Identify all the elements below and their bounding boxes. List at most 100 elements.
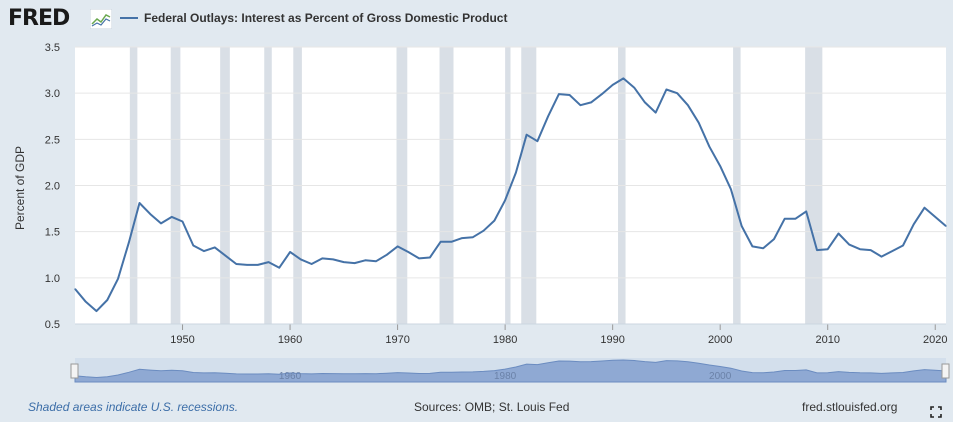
x-tick-label: 2010 xyxy=(815,334,839,346)
navigator-right-handle[interactable] xyxy=(941,363,950,379)
y-tick-label: 1.0 xyxy=(45,273,60,285)
data-point xyxy=(149,213,151,215)
y-tick-label: 3.0 xyxy=(45,88,60,100)
data-point xyxy=(515,171,517,174)
navigator-area xyxy=(74,359,947,383)
data-point xyxy=(880,255,883,258)
data-point xyxy=(461,237,463,239)
data-point xyxy=(859,248,861,250)
data-point xyxy=(762,247,764,249)
data-point xyxy=(633,87,635,89)
data-point xyxy=(870,249,872,251)
data-point xyxy=(214,246,216,248)
y-axis-title: Percent of GDP xyxy=(13,146,27,230)
x-tick-label: 1980 xyxy=(493,334,517,346)
x-tick-label: 1960 xyxy=(278,334,302,346)
data-point xyxy=(676,92,678,94)
data-point xyxy=(375,260,377,262)
fred-logo[interactable]: FRED xyxy=(8,6,70,31)
y-tick-label: 2.5 xyxy=(45,134,60,146)
data-point xyxy=(192,244,194,247)
data-point xyxy=(687,104,689,106)
data-point xyxy=(741,225,743,227)
line-chart[interactable]: 0.51.01.52.02.53.03.5 1950 1960 1970 1980 19… xyxy=(0,0,953,400)
data-point xyxy=(569,94,571,96)
data-point xyxy=(902,244,904,247)
data-point xyxy=(407,251,409,253)
data-point xyxy=(332,258,334,260)
y-tick-label: 1.5 xyxy=(45,227,60,239)
x-tick-label: 1970 xyxy=(385,334,409,346)
data-point xyxy=(289,251,291,253)
x-tick-label: 1990 xyxy=(600,334,624,346)
data-point xyxy=(160,222,162,224)
recession-note[interactable]: Shaded areas indicate U.S. recessions. xyxy=(28,400,239,414)
data-point xyxy=(558,93,560,95)
data-point xyxy=(396,245,399,248)
data-point xyxy=(181,220,184,223)
data-point xyxy=(698,122,700,124)
data-point xyxy=(644,101,646,103)
data-point xyxy=(601,93,603,95)
data-point xyxy=(418,257,420,260)
data-point xyxy=(85,301,87,303)
range-navigator[interactable]: 1960 1980 2000 xyxy=(70,358,950,383)
series-line[interactable] xyxy=(74,77,947,313)
data-point xyxy=(246,264,248,266)
navigator-tick-label: 1960 xyxy=(279,371,302,382)
data-point xyxy=(267,261,270,263)
fred-logo-graph-icon xyxy=(90,9,112,29)
data-point xyxy=(805,210,807,212)
x-tick-label: 2020 xyxy=(923,334,947,346)
data-point xyxy=(429,256,431,259)
data-point xyxy=(493,219,495,222)
data-point xyxy=(934,216,936,218)
data-point xyxy=(526,134,528,136)
data-point xyxy=(224,255,227,257)
data-point xyxy=(784,218,786,220)
data-point xyxy=(386,254,388,256)
data-point xyxy=(579,104,581,106)
data-point xyxy=(913,223,915,225)
y-tick-label: 2.0 xyxy=(45,181,60,193)
data-point xyxy=(612,84,614,86)
navigator-tick-label: 2000 xyxy=(709,371,732,382)
data-point xyxy=(730,188,732,190)
navigator-tick-label: 1980 xyxy=(494,371,517,382)
navigator-ticks: 1960 1980 2000 xyxy=(279,371,732,382)
data-point xyxy=(440,241,442,243)
data-point xyxy=(837,232,840,235)
x-tick-label: 1950 xyxy=(170,334,194,346)
data-point xyxy=(751,245,754,248)
data-point xyxy=(655,111,657,114)
data-point xyxy=(848,243,850,246)
site-link[interactable]: fred.stlouisfed.org xyxy=(802,400,898,414)
data-point xyxy=(891,250,893,252)
data-point xyxy=(665,88,668,91)
chart-header: FRED Federal Outlays: Interest as Percen… xyxy=(0,0,953,40)
data-point xyxy=(235,263,237,265)
data-point xyxy=(708,146,711,148)
data-point xyxy=(364,259,366,261)
data-point xyxy=(590,101,592,103)
data-point xyxy=(816,249,818,251)
data-point xyxy=(203,250,205,252)
y-tick-label: 3.5 xyxy=(45,42,60,54)
data-point xyxy=(827,248,829,250)
data-point xyxy=(310,263,313,265)
data-point xyxy=(483,230,485,232)
data-point xyxy=(106,299,108,301)
legend: Federal Outlays: Interest as Percent of … xyxy=(120,11,507,25)
data-point xyxy=(622,77,625,79)
x-axis-ticks: 1950 1960 1970 1980 1990 2000 2010 2020 xyxy=(75,323,947,346)
sources-text: Sources: OMB; St. Louis Fed xyxy=(414,400,570,414)
data-point xyxy=(536,140,538,142)
navigator-left-handle[interactable] xyxy=(70,363,79,379)
y-axis-ticks: 0.5 1.0 1.5 2.0 2.5 3.0 3.5 xyxy=(45,42,60,331)
fullscreen-icon[interactable] xyxy=(930,406,942,418)
data-point xyxy=(257,264,259,266)
data-point xyxy=(945,225,947,227)
data-point xyxy=(794,218,797,220)
data-point xyxy=(117,278,119,280)
data-point xyxy=(547,115,549,117)
